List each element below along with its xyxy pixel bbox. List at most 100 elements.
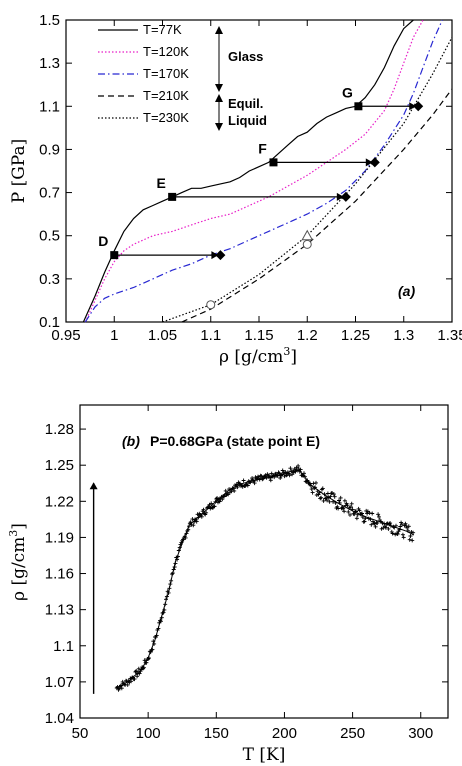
data-point bbox=[129, 679, 134, 684]
data-point bbox=[336, 506, 341, 511]
panel-a-label: (a) bbox=[398, 283, 415, 299]
panel-a-frame bbox=[65, 19, 453, 323]
data-point bbox=[267, 473, 272, 478]
x-tick-label: 1 bbox=[110, 327, 118, 344]
liquid-brace-top-arrowhead bbox=[215, 94, 223, 102]
data-point bbox=[352, 512, 357, 517]
panel-a-y-axis-label: P [GPa] bbox=[9, 139, 29, 204]
data-point bbox=[375, 521, 380, 526]
legend-entry: T=120K bbox=[143, 44, 189, 59]
data-point bbox=[346, 509, 351, 514]
state-point-arrowhead bbox=[211, 251, 219, 260]
data-point bbox=[288, 466, 293, 471]
panel-a: 0.95 1 1.05 1.1 1.15 1.2 1.25 1.3 1.35 0.1 0.3 0.5… bbox=[9, 12, 462, 367]
legend-entry: T=230K bbox=[143, 110, 189, 125]
data-point bbox=[337, 498, 341, 503]
data-point bbox=[225, 491, 230, 496]
state-point-square bbox=[168, 192, 177, 201]
panel-b-y-tick-labels: 1.04 1.07 1.1 1.13 1.16 1.19 1.22 1.25 1.28 bbox=[45, 421, 74, 727]
state-point-diamond bbox=[369, 157, 380, 168]
state-point-arrowhead bbox=[336, 192, 344, 201]
data-point bbox=[132, 677, 137, 682]
series-line-t-210k bbox=[181, 88, 453, 323]
data-point bbox=[403, 521, 408, 526]
data-point bbox=[400, 532, 405, 537]
x-tick-label: 1.1 bbox=[200, 327, 221, 344]
data-point bbox=[280, 468, 285, 473]
data-point bbox=[318, 496, 323, 501]
data-point bbox=[302, 471, 306, 476]
data-point bbox=[136, 666, 141, 671]
data-point bbox=[398, 524, 403, 529]
state-point-diamond bbox=[340, 191, 351, 202]
data-point bbox=[241, 478, 246, 483]
data-point bbox=[377, 514, 381, 519]
legend-entry: T=77K bbox=[143, 22, 182, 37]
data-point bbox=[137, 671, 142, 676]
x-tick-label: 100 bbox=[136, 725, 161, 742]
data-point bbox=[370, 511, 375, 516]
data-point bbox=[119, 686, 124, 691]
x-tick-label: 0.95 bbox=[51, 327, 80, 344]
data-point bbox=[349, 501, 354, 506]
x-tick-label: 1.25 bbox=[341, 327, 370, 344]
data-point bbox=[362, 519, 367, 524]
y-tick-label: 1.04 bbox=[45, 710, 74, 727]
state-point-diamond bbox=[413, 101, 424, 112]
series-line-t-170k bbox=[84, 19, 443, 323]
y-tick-label: 1.07 bbox=[45, 674, 74, 691]
data-point bbox=[357, 508, 362, 513]
y-tick-label: 1.3 bbox=[39, 55, 60, 72]
panel-b-series bbox=[114, 463, 416, 692]
x-tick-label: 1.2 bbox=[297, 327, 318, 344]
data-point bbox=[367, 510, 372, 515]
x-tick-label: 250 bbox=[340, 725, 365, 742]
data-point bbox=[408, 534, 413, 538]
data-point bbox=[342, 498, 347, 503]
panel-b-ticks bbox=[79, 405, 448, 719]
data-point bbox=[226, 492, 231, 497]
x-tick-label: 200 bbox=[272, 725, 297, 742]
open-triangle-marker bbox=[301, 229, 314, 241]
y-tick-label: 1.25 bbox=[45, 457, 74, 474]
data-point bbox=[331, 492, 336, 497]
panel-a-y-tick-labels: 0.1 0.3 0.5 0.7 0.9 1.1 1.3 1.5 bbox=[39, 12, 60, 331]
data-point bbox=[296, 463, 301, 468]
data-point bbox=[348, 512, 352, 517]
panel-b-y-axis-label: ρ [g/cm3] bbox=[7, 523, 29, 601]
y-tick-label: 1.13 bbox=[45, 602, 74, 619]
glass-brace-bottom-arrowhead bbox=[215, 84, 223, 92]
open-circle-marker bbox=[206, 300, 216, 310]
state-point-label: F bbox=[258, 140, 267, 156]
data-point bbox=[314, 480, 318, 485]
data-point bbox=[201, 507, 206, 512]
data-point bbox=[250, 476, 255, 481]
panel-b-frame bbox=[79, 404, 449, 719]
data-point bbox=[342, 509, 347, 514]
data-point bbox=[321, 498, 326, 503]
data-point bbox=[406, 524, 411, 529]
data-point bbox=[194, 519, 199, 524]
data-point bbox=[365, 511, 370, 516]
data-point bbox=[407, 537, 412, 542]
data-point bbox=[125, 682, 130, 687]
data-point bbox=[278, 476, 283, 480]
data-point bbox=[383, 525, 388, 530]
legend-group-liquid-line1: Equil. bbox=[228, 96, 263, 111]
panel-a-ticks bbox=[65, 19, 453, 323]
panel-b-title: P=0.68GPa (state point E) bbox=[150, 433, 320, 449]
data-point bbox=[348, 505, 353, 509]
data-point bbox=[410, 538, 415, 543]
panel-a-open-markers bbox=[206, 229, 314, 310]
panel-a-x-tick-labels: 0.95 1 1.05 1.1 1.15 1.2 1.25 1.3 1.35 bbox=[51, 327, 462, 344]
data-point bbox=[309, 487, 314, 492]
state-point-diamond bbox=[215, 250, 226, 261]
data-point bbox=[191, 523, 196, 528]
x-tick-label: 150 bbox=[204, 725, 229, 742]
state-point-label: D bbox=[98, 233, 108, 249]
x-tick-label: 1.05 bbox=[148, 327, 177, 344]
legend-entry: T=170K bbox=[143, 66, 189, 81]
data-point bbox=[217, 499, 222, 504]
data-point bbox=[209, 501, 214, 506]
